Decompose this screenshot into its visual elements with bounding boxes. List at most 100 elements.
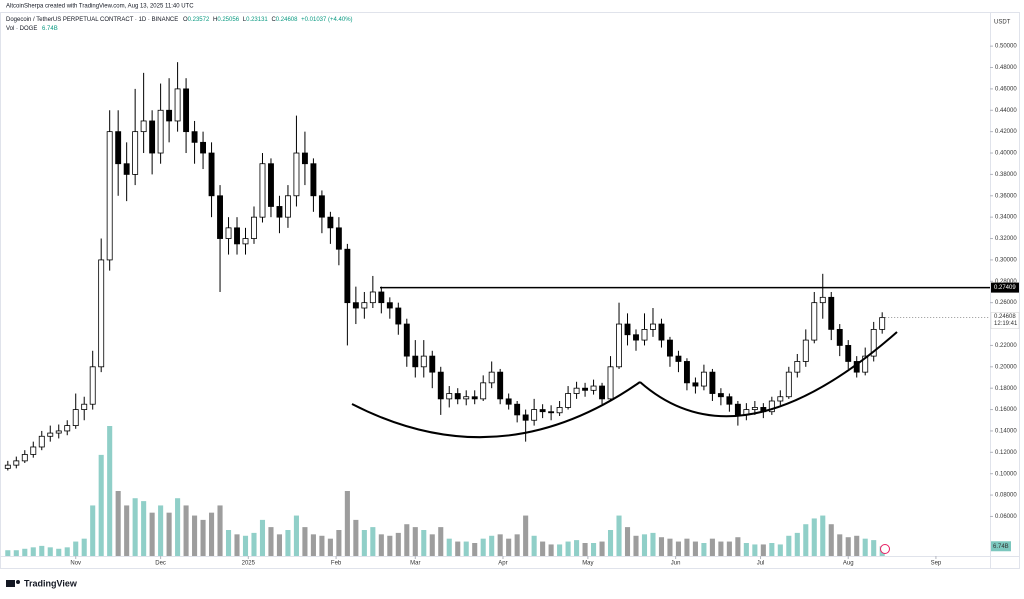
- candle-body: [344, 248, 351, 304]
- candle-body: [548, 411, 555, 414]
- level-tag: [991, 282, 1019, 293]
- y-tick-label: 0.14000: [995, 429, 1017, 435]
- volume-bar: [378, 534, 384, 556]
- x-tick-label: Apr: [498, 561, 507, 567]
- candle-body: [361, 302, 368, 309]
- volume-bar: [47, 547, 53, 556]
- candle-body: [183, 88, 190, 133]
- volume-bar: [752, 544, 758, 556]
- volume-bar: [56, 548, 62, 556]
- candle-body: [412, 355, 419, 368]
- candle-body: [488, 371, 495, 384]
- volume-bar: [463, 541, 469, 556]
- volume-bar: [650, 532, 656, 556]
- y-tick-label: 0.46000: [995, 86, 1017, 92]
- x-tick-label: Nov: [70, 561, 81, 567]
- volume-bar: [726, 541, 732, 556]
- candle-body: [454, 393, 461, 400]
- candle-body: [768, 400, 775, 413]
- volume-bar: [837, 534, 843, 556]
- candle-body: [106, 131, 113, 261]
- volume-bar: [438, 527, 444, 556]
- volume-bar: [607, 530, 614, 556]
- y-tick-label: 0.16000: [995, 407, 1017, 413]
- candle-body: [641, 328, 648, 341]
- ohlc-label: H: [213, 17, 217, 23]
- candle-body: [166, 109, 173, 122]
- candle-body: [420, 355, 427, 368]
- volume-layer: [5, 426, 885, 556]
- volume-bar: [760, 544, 766, 556]
- volume-bar: [658, 537, 665, 556]
- volume-bar: [718, 541, 724, 556]
- candle-body: [132, 131, 139, 175]
- candle-body: [251, 216, 257, 239]
- x-tick-label: Dec: [155, 561, 166, 567]
- volume-bar: [811, 518, 817, 556]
- candle-body: [115, 131, 122, 165]
- candle-body: [539, 409, 546, 413]
- candle-body: [403, 323, 410, 357]
- volume-bar: [599, 541, 605, 556]
- candle-body: [395, 307, 402, 325]
- candle-layer: [4, 62, 886, 471]
- volume-bar: [692, 541, 698, 556]
- volume-bar: [421, 530, 427, 556]
- candle-body: [870, 328, 877, 357]
- volume-bar: [506, 538, 512, 556]
- volume-bar: [743, 543, 749, 556]
- volume-bar: [497, 534, 503, 556]
- volume-bar: [302, 527, 308, 556]
- change: +0.01037 (+4.40%): [301, 17, 352, 23]
- candle-body: [862, 355, 869, 373]
- candle-body: [667, 339, 673, 357]
- candle-body: [318, 195, 325, 218]
- x-tick-label: Feb: [331, 561, 342, 567]
- volume-bar: [209, 512, 215, 556]
- candle-body: [836, 328, 843, 346]
- candle-body: [98, 259, 105, 368]
- candle-body: [709, 371, 716, 394]
- candle-body: [879, 317, 886, 330]
- volume-bar: [675, 541, 681, 556]
- volume-bar: [175, 498, 181, 556]
- y-tick-label: 0.34000: [995, 215, 1017, 221]
- candle-body: [607, 366, 614, 400]
- volume-bar: [557, 544, 563, 556]
- volume-bar: [523, 515, 529, 556]
- candle-body: [429, 355, 436, 373]
- volume-bar: [472, 543, 478, 556]
- candle-body: [335, 227, 342, 250]
- x-tick-label: Jul: [757, 561, 765, 567]
- ohlc-value: 0.25056: [217, 17, 239, 23]
- volume-bar: [90, 505, 96, 556]
- brand-logo-dot: [16, 580, 20, 584]
- x-tick-label: 2025: [242, 561, 256, 567]
- candle-body: [259, 163, 266, 218]
- candle-body: [633, 334, 639, 341]
- volume-bar: [370, 527, 376, 556]
- candle-body: [463, 396, 470, 400]
- volume-bar: [514, 534, 520, 556]
- volume-bar: [701, 543, 707, 556]
- volume-bar: [446, 538, 452, 556]
- candle-body: [751, 407, 758, 410]
- level-tag-label: 0.27409: [994, 285, 1016, 291]
- volume-bar: [166, 512, 172, 556]
- volume-bar: [565, 541, 571, 556]
- candle-body: [4, 464, 11, 469]
- candle-body: [700, 371, 707, 387]
- candle-body: [726, 396, 733, 405]
- candle-body: [446, 393, 453, 400]
- currency: USDT: [994, 20, 1011, 26]
- y-tick-label: 0.42000: [995, 129, 1017, 135]
- volume-bar: [854, 535, 860, 556]
- volume-bar: [845, 537, 851, 556]
- ohlc-label: C: [271, 17, 276, 23]
- volume-legend: Vol · DOGE 6.74B: [6, 26, 58, 32]
- candle-body: [191, 131, 198, 143]
- candle-body: [242, 238, 249, 245]
- volume-bar: [183, 505, 189, 556]
- candle-body: [675, 355, 682, 362]
